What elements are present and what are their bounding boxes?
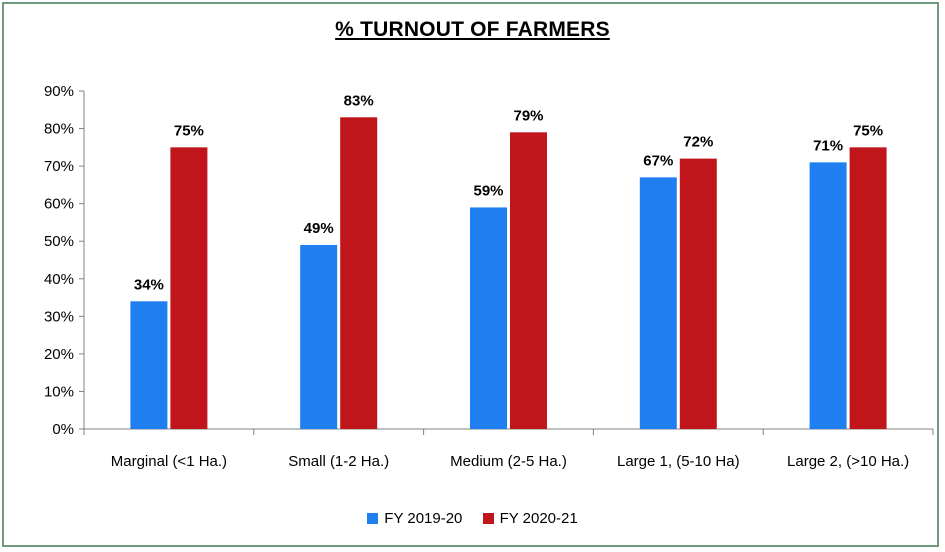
legend: FY 2019-20 FY 2020-21: [0, 510, 945, 528]
x-tick-label: Small (1-2 Ha.): [288, 453, 389, 470]
bar: [130, 301, 168, 429]
bar: [679, 158, 717, 429]
data-label: 59%: [473, 182, 503, 199]
bar: [849, 147, 887, 430]
legend-item-fy-2019-20: FY 2019-20: [367, 510, 462, 527]
y-tick-label: 50%: [44, 233, 74, 250]
y-tick-label: 30%: [44, 308, 74, 325]
legend-label-fy-2020-21: FY 2020-21: [499, 510, 578, 527]
y-tick-label: 10%: [44, 383, 74, 400]
y-tick-label: 20%: [44, 346, 74, 363]
data-label: 49%: [304, 220, 334, 237]
x-tick-label: Marginal (<1 Ha.): [111, 453, 227, 470]
data-label: 79%: [513, 107, 543, 124]
legend-swatch-fy-2019-20: [367, 513, 379, 524]
y-tick-label: 80%: [44, 121, 74, 138]
legend-label-fy-2019-20: FY 2019-20: [384, 510, 463, 527]
data-label: 34%: [134, 276, 164, 293]
bar: [340, 117, 378, 430]
x-tick-label: Medium (2-5 Ha.): [450, 453, 567, 470]
x-tick-label: Large 1, (5-10 Ha): [617, 453, 740, 470]
legend-item-fy-2020-21: FY 2020-21: [482, 510, 578, 527]
data-label: 75%: [853, 122, 883, 139]
y-tick-label: 90%: [44, 83, 74, 100]
y-tick-label: 60%: [44, 196, 74, 213]
y-tick-label: 40%: [44, 271, 74, 288]
bar: [170, 147, 208, 430]
data-label: 67%: [643, 152, 673, 169]
legend-swatch-fy-2020-21: [482, 513, 494, 524]
bar: [510, 132, 547, 430]
data-label: 71%: [813, 137, 843, 154]
x-tick-label: Large 2, (>10 Ha.): [787, 453, 909, 470]
chart-title: % TURNOUT OF FARMERS: [335, 18, 610, 41]
data-label: 72%: [683, 134, 713, 151]
bar: [470, 207, 507, 429]
bar: [809, 162, 847, 429]
y-tick-label: 0%: [52, 421, 74, 438]
bar: [300, 244, 338, 429]
data-label: 75%: [174, 122, 204, 139]
y-tick-label: 70%: [44, 158, 74, 175]
bar: [639, 177, 677, 429]
data-label: 83%: [344, 92, 374, 109]
